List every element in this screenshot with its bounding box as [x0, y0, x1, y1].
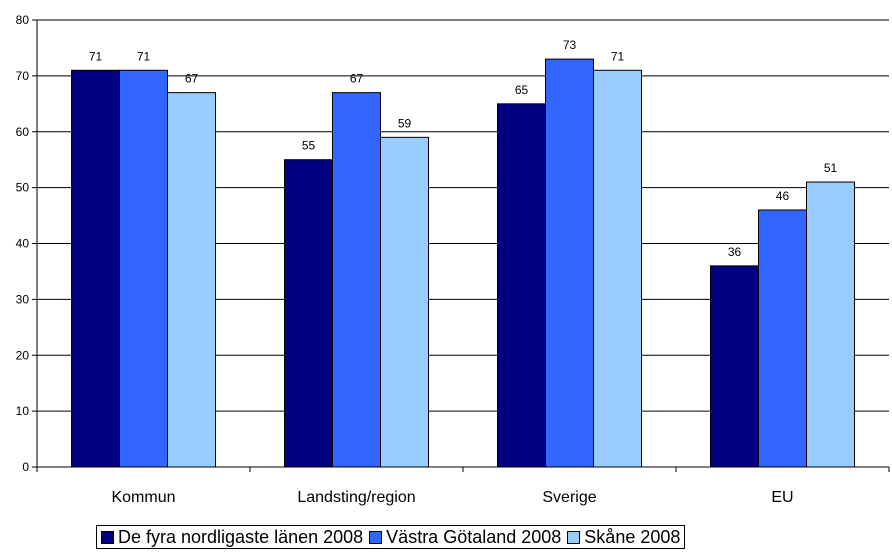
- bar-1-1: [332, 92, 381, 468]
- legend-item-series-1: Västra Götaland 2008: [369, 527, 561, 548]
- data-label-0-1: 55: [302, 139, 316, 153]
- bar-2-3: [806, 181, 855, 468]
- data-label-2-3: 51: [824, 161, 838, 175]
- y-tick-label-3: 30: [16, 292, 30, 306]
- data-label-1-0: 71: [137, 49, 151, 63]
- y-tick-label-8: 80: [16, 13, 30, 27]
- bar-0-1: [284, 159, 333, 468]
- y-tick-label-1: 10: [16, 404, 30, 418]
- y-tick-label-6: 60: [16, 125, 30, 139]
- data-label-0-3: 36: [728, 245, 742, 259]
- data-label-2-2: 71: [611, 49, 625, 63]
- bar-1-3: [758, 209, 807, 468]
- legend-label-series-0: De fyra nordligaste länen 2008: [118, 526, 364, 547]
- legend-swatch-series-1: [369, 530, 383, 544]
- legend-label-series-1: Västra Götaland 2008: [386, 526, 562, 547]
- x-tick-label-0: Kommun: [111, 489, 175, 506]
- data-label-0-0: 71: [89, 49, 103, 63]
- y-tick-label-7: 70: [16, 69, 30, 83]
- y-tick-label-4: 40: [16, 237, 30, 251]
- bar-1-0: [119, 69, 168, 468]
- data-label-2-0: 67: [185, 72, 199, 86]
- bar-0-0: [71, 69, 120, 468]
- x-tick-label-3: EU: [771, 489, 793, 506]
- legend-item-series-0: De fyra nordligaste länen 2008: [101, 527, 363, 548]
- bar-2-1: [380, 136, 429, 468]
- y-tick-label-0: 0: [22, 460, 29, 474]
- data-label-1-3: 46: [776, 189, 790, 203]
- data-label-1-2: 73: [563, 38, 577, 52]
- legend-item-series-2: Skåne 2008: [567, 527, 680, 548]
- bar-0-2: [497, 103, 546, 468]
- bar-0-3: [710, 265, 759, 468]
- y-tick-label-2: 20: [16, 348, 30, 362]
- x-tick-label-1: Landsting/region: [297, 489, 415, 506]
- x-tick-label-2: Sverige: [542, 489, 596, 506]
- legend-swatch-series-2: [567, 530, 581, 544]
- legend-label-series-2: Skåne 2008: [584, 526, 681, 547]
- bar-2-2: [593, 69, 642, 468]
- data-label-2-1: 59: [398, 116, 412, 130]
- data-label-1-1: 67: [350, 72, 364, 86]
- bar-2-0: [167, 92, 216, 468]
- bar-1-2: [545, 58, 594, 468]
- legend: De fyra nordligaste länen 2008 Västra Gö…: [96, 525, 686, 549]
- y-tick-label-5: 50: [16, 181, 30, 195]
- data-label-0-2: 65: [515, 83, 529, 97]
- legend-swatch-series-0: [101, 530, 114, 544]
